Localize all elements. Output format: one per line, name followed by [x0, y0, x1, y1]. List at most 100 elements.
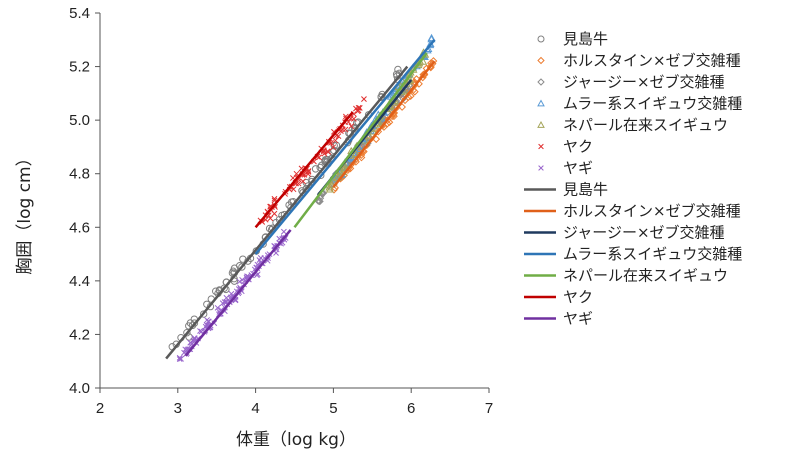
scatter-point — [325, 185, 334, 193]
scatter-point — [311, 165, 320, 173]
scatter-point — [183, 328, 191, 337]
legend-label: ヤギ — [563, 310, 593, 328]
scatter-point — [335, 133, 342, 140]
x-tick-label: 6 — [407, 400, 415, 417]
scatter-point — [176, 356, 183, 362]
legend-marker — [537, 35, 545, 43]
scatter-point — [354, 108, 361, 115]
legend-item: ヤク — [538, 138, 593, 156]
scatter-point — [339, 164, 348, 172]
plot-area — [165, 33, 438, 362]
legend-marker — [537, 99, 545, 107]
scatter-point — [280, 228, 287, 235]
legend-label: ジャージー×ゼブ交雑種 — [563, 224, 725, 242]
scatter-point — [305, 168, 312, 175]
scatter-point — [361, 96, 367, 102]
regression-line — [165, 65, 409, 360]
legend-item: ホルスタイン×ゼブ交雑種 — [524, 202, 741, 220]
scatter-point — [325, 149, 332, 155]
regression-line — [184, 229, 292, 357]
legend-label: ネパール在来スイギュウ — [563, 267, 728, 285]
scatter-point — [376, 119, 385, 128]
x-tick-label: 4 — [251, 400, 259, 417]
y-tick-label: 5.2 — [69, 59, 90, 76]
scatter-point — [365, 131, 374, 140]
regression-line — [254, 38, 436, 255]
scatter-point — [212, 287, 220, 295]
legend: 見島牛ホルスタイン×ゼブ交雑種ジャージー×ゼブ交雑種ムラー系スイギュウ交雑種ネパ… — [524, 30, 742, 328]
legend-item: ホルスタイン×ゼブ交雑種 — [537, 52, 741, 70]
y-tick-label: 4.2 — [69, 326, 90, 343]
scatter-point — [315, 197, 324, 206]
scatter-point — [321, 150, 328, 157]
legend-item: ネパール在来スイギュウ — [524, 267, 728, 285]
scatter-point — [190, 319, 199, 327]
regression-line — [254, 111, 354, 229]
scatter-point — [203, 322, 210, 328]
legend-item: ヤギ — [524, 310, 593, 328]
y-tick-label: 5.4 — [69, 5, 90, 22]
scatter-point — [368, 127, 378, 135]
scatter-point — [236, 278, 243, 285]
scatter-series — [176, 228, 289, 362]
scatter-point — [220, 284, 228, 292]
scatter-point — [271, 195, 278, 202]
scatter-point — [271, 210, 278, 217]
x-tick-label: 3 — [174, 400, 182, 417]
legend-marker — [538, 165, 544, 171]
scatter-point — [327, 180, 336, 188]
scatter-point — [377, 93, 385, 101]
scatter-point — [389, 109, 398, 118]
legend-label: ムラー系スイギュウ交雑種 — [563, 245, 742, 263]
x-tick-label: 2 — [96, 400, 104, 417]
legend-marker — [537, 56, 545, 65]
legend-item: ネパール在来スイギュウ — [537, 116, 728, 134]
scatter-point — [300, 178, 306, 185]
legend-label: ヤク — [563, 138, 593, 156]
legend-item: ジャージー×ゼブ交雑種 — [537, 73, 725, 91]
scatter-point — [228, 290, 235, 297]
scatter-point — [420, 70, 429, 79]
legend-item: ジャージー×ゼブ交雑種 — [524, 224, 725, 242]
x-axis-label: 体重（log kg） — [236, 430, 356, 450]
x-ticks: 2 3 4 5 6 7 — [96, 388, 493, 417]
scatter-point — [197, 328, 203, 334]
scatter-point — [418, 73, 427, 82]
scatter-point — [187, 339, 194, 346]
scatter-point — [330, 144, 337, 151]
scatter-point — [176, 354, 183, 361]
scatter-point — [267, 215, 274, 222]
regression-lines — [165, 38, 436, 360]
legend-label: 見島牛 — [563, 181, 608, 199]
legend-label: ヤク — [563, 288, 593, 306]
legend-label: ネパール在来スイギュウ — [563, 116, 728, 134]
scatter-point — [332, 137, 339, 144]
scatter-point — [182, 346, 189, 353]
scatter-point — [223, 294, 230, 301]
scatter-point — [257, 254, 264, 261]
scatter-point — [219, 300, 226, 307]
legend-marker — [537, 120, 545, 128]
regression-line — [332, 60, 436, 188]
legend-item: ムラー系スイギュウ交雑種 — [537, 95, 742, 113]
y-ticks: 4.0 4.2 4.4 4.6 4.8 5.0 5.2 5.4 — [69, 5, 100, 397]
legend-item: ヤギ — [538, 159, 593, 177]
scatter-series — [168, 65, 404, 351]
legend-label: ホルスタイン×ゼブ交雑種 — [563, 202, 741, 220]
x-tick-label: 5 — [329, 400, 337, 417]
y-tick-label: 5.0 — [69, 112, 90, 129]
y-tick-label: 4.8 — [69, 166, 90, 183]
y-tick-label: 4.6 — [69, 219, 90, 236]
legend-label: ジャージー×ゼブ交雑種 — [563, 73, 725, 91]
y-tick-label: 4.4 — [69, 273, 90, 290]
scatter-point — [214, 304, 221, 311]
legend-label: ヤギ — [563, 159, 593, 177]
legend-label: ホルスタイン×ゼブ交雑種 — [563, 52, 741, 70]
regression-line — [293, 52, 428, 229]
legend-item: ヤク — [524, 288, 593, 306]
scatter-point — [238, 263, 246, 271]
legend-marker — [537, 78, 545, 86]
y-tick-label: 4.0 — [69, 380, 90, 397]
legend-item: 見島牛 — [524, 181, 608, 199]
